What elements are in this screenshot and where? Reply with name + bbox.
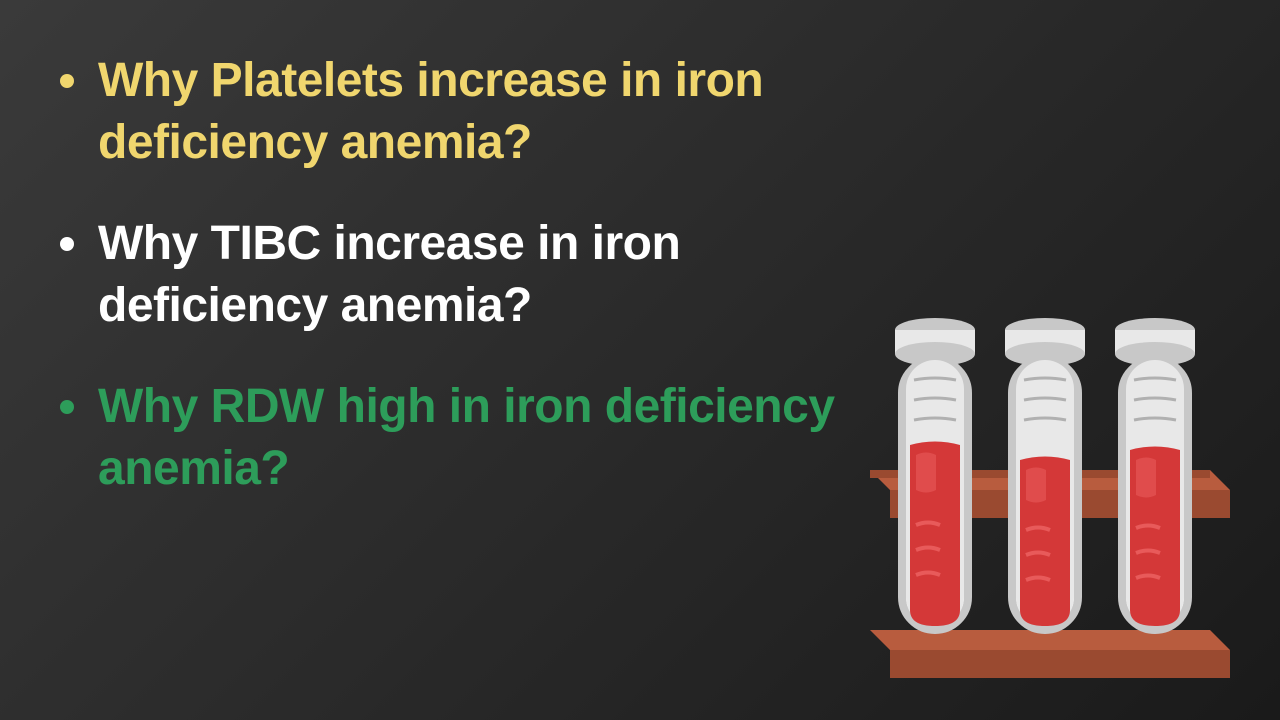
bullet-list: Why Platelets increase in iron deficienc… <box>0 0 880 578</box>
test-tube-icon <box>1115 318 1195 630</box>
bullet-text: Why TIBC increase in iron deficiency ane… <box>98 213 840 338</box>
rack-bottom-shelf <box>870 630 1230 678</box>
bullet-item: Why TIBC increase in iron deficiency ane… <box>60 213 840 338</box>
test-tube-icon <box>895 318 975 630</box>
test-tube-icon <box>1005 318 1085 630</box>
bullet-marker <box>60 74 74 88</box>
bullet-text: Why Platelets increase in iron deficienc… <box>98 50 840 175</box>
bullet-item: Why RDW high in iron deficiency anemia? <box>60 376 840 501</box>
bullet-text: Why RDW high in iron deficiency anemia? <box>98 376 840 501</box>
bullet-marker <box>60 237 74 251</box>
bullet-item: Why Platelets increase in iron deficienc… <box>60 50 840 175</box>
test-tube-rack-icon <box>840 290 1240 690</box>
bullet-marker <box>60 400 74 414</box>
